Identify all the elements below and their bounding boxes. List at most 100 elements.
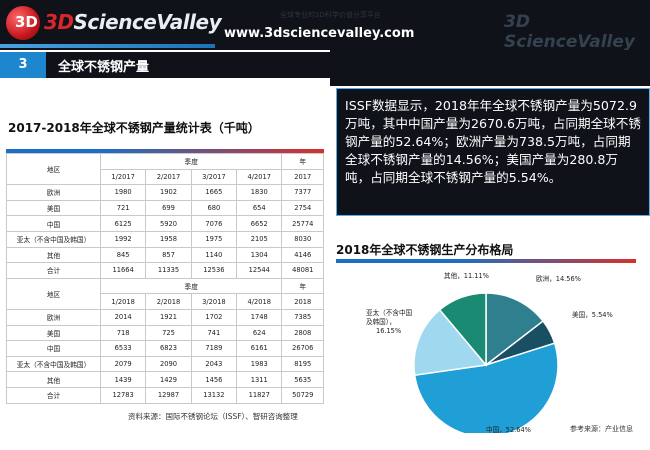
value-cell: 50729 xyxy=(281,386,324,404)
value-cell: 845 xyxy=(99,246,147,264)
pie-label-asia-line2: 及韩国）， xyxy=(366,317,396,326)
value-cell: 8195 xyxy=(281,355,324,373)
table-title: 2017-2018年全球不锈钢产量统计表（千吨） xyxy=(8,121,260,135)
table-accent-bar xyxy=(6,149,324,153)
value-cell: 12536 xyxy=(190,262,238,279)
region-cell: 其他 xyxy=(6,371,101,388)
pie-label-usa: 美国，5.54% xyxy=(572,310,613,319)
value-cell: 1902 xyxy=(145,184,192,201)
right-dark-banner xyxy=(330,50,650,86)
table-row: 美国 718 725 741 624 2808 xyxy=(6,324,324,342)
value-cell: 1748 xyxy=(236,308,283,326)
value-cell: 13132 xyxy=(190,386,238,404)
header-bar xyxy=(0,0,650,50)
period-header: 2018 xyxy=(281,293,324,310)
section-heading-bar xyxy=(0,52,330,78)
value-cell: 7076 xyxy=(190,215,238,232)
value-cell: 741 xyxy=(190,324,238,342)
value-cell: 1830 xyxy=(236,184,283,201)
value-cell: 1980 xyxy=(99,184,147,201)
pie-label-asia-line3: 16.15% xyxy=(376,327,401,335)
pie-label-europe: 欧洲，14.56% xyxy=(536,274,581,283)
table-header-row: 地区 季度年 xyxy=(6,277,324,310)
table-source-note: 资料来源：国际不锈钢论坛（ISSF）、智研咨询整理 xyxy=(128,412,298,421)
table-row: 合计 12783 12987 13132 11827 50729 xyxy=(6,386,324,404)
value-cell: 6823 xyxy=(145,340,192,357)
section-number: 3 xyxy=(0,52,46,78)
value-cell: 12783 xyxy=(99,386,147,404)
pie-slice-2 xyxy=(413,342,559,433)
pie-label-china: 中国，52.64% xyxy=(486,425,531,433)
table-row: 欧洲 1980 1902 1665 1830 7377 xyxy=(6,184,324,201)
value-cell: 2808 xyxy=(281,324,324,342)
pie-label-other: 其他，11.11% xyxy=(444,271,489,280)
period-header: 3/2017 xyxy=(190,168,238,186)
value-cell: 1992 xyxy=(99,230,147,248)
value-cell: 1975 xyxy=(190,230,238,248)
region-cell: 合计 xyxy=(6,386,101,404)
logo-text: 3DScienceValley xyxy=(44,10,222,34)
table-header-row: 地区 季度年 xyxy=(6,152,324,186)
value-cell: 8030 xyxy=(281,230,324,248)
table-row: 美国 721 699 680 654 2754 xyxy=(6,199,324,217)
value-cell: 680 xyxy=(190,199,238,217)
quarter-header: 季度 xyxy=(99,153,283,170)
header-watermark: 全球专业的3D科学价值分享平台 xyxy=(280,11,381,19)
value-cell: 1983 xyxy=(236,355,283,373)
value-cell: 1958 xyxy=(145,230,192,248)
value-cell: 2043 xyxy=(190,355,238,373)
region-cell: 美国 xyxy=(6,199,101,217)
region-cell: 亚太（不含中国及韩国） xyxy=(6,355,101,373)
value-cell: 48081 xyxy=(281,262,324,279)
table-row: 中国 6533 6823 7189 6161 26706 xyxy=(6,340,324,357)
period-header: 1/2018 xyxy=(99,293,147,310)
table-row: 合计 11664 11335 12536 12544 48081 xyxy=(6,262,324,279)
value-cell: 2079 xyxy=(99,355,147,373)
value-cell: 857 xyxy=(145,246,192,264)
value-cell: 1429 xyxy=(145,371,192,388)
pie-slice-0 xyxy=(485,292,545,367)
value-cell: 11335 xyxy=(145,262,192,279)
value-cell: 7377 xyxy=(281,184,324,201)
value-cell: 654 xyxy=(236,199,283,217)
value-cell: 7189 xyxy=(190,340,238,357)
period-header: 2/2018 xyxy=(145,293,192,310)
site-url-link[interactable]: www.3dsciencevalley.com xyxy=(224,26,415,41)
region-cell: 美国 xyxy=(6,324,101,342)
pie-slice-3 xyxy=(413,308,488,377)
chart-accent-bar xyxy=(336,259,636,263)
value-cell: 1665 xyxy=(190,184,238,201)
value-cell: 624 xyxy=(236,324,283,342)
chart-title: 2018年全球不锈钢生产分布格局 xyxy=(336,243,514,257)
table-row: 亚太（不含中国及韩国） 2079 2090 2043 1983 8195 xyxy=(6,355,324,373)
value-cell: 1456 xyxy=(190,371,238,388)
value-cell: 7385 xyxy=(281,308,324,326)
table-row: 其他 845 857 1140 1304 4146 xyxy=(6,246,324,264)
value-cell: 6533 xyxy=(99,340,147,357)
value-cell: 1702 xyxy=(190,308,238,326)
region-cell: 中国 xyxy=(6,340,101,357)
value-cell: 721 xyxy=(99,199,147,217)
value-cell: 5635 xyxy=(281,371,324,388)
value-cell: 1311 xyxy=(236,371,283,388)
logo-underline xyxy=(0,44,215,48)
value-cell: 1921 xyxy=(145,308,192,326)
value-cell: 6125 xyxy=(99,215,147,232)
region-cell: 欧洲 xyxy=(6,184,101,201)
value-cell: 718 xyxy=(99,324,147,342)
value-cell: 2090 xyxy=(145,355,192,373)
chart-source-note: 参考来源：产业信息 xyxy=(570,425,633,433)
brand-logo[interactable]: 3D 3DScienceValley xyxy=(6,6,222,40)
value-cell: 1439 xyxy=(99,371,147,388)
summary-text: ISSF数据显示，2018年年全球不锈钢产量为5072.9万吨，其中中国产量为2… xyxy=(345,98,641,185)
table-row: 中国 6125 5920 7076 6652 25774 xyxy=(6,215,324,232)
value-cell: 1140 xyxy=(190,246,238,264)
region-header: 地区 xyxy=(6,152,101,186)
value-cell: 6652 xyxy=(236,215,283,232)
section-title: 全球不锈钢产量 xyxy=(58,60,150,75)
value-cell: 2014 xyxy=(99,308,147,326)
summary-box: ISSF数据显示，2018年年全球不锈钢产量为5072.9万吨，其中中国产量为2… xyxy=(336,88,650,216)
value-cell: 6161 xyxy=(236,340,283,357)
table-period-row: 1/2018 2/2018 3/2018 4/2018 2018 xyxy=(7,293,324,310)
value-cell: 2754 xyxy=(281,199,324,217)
